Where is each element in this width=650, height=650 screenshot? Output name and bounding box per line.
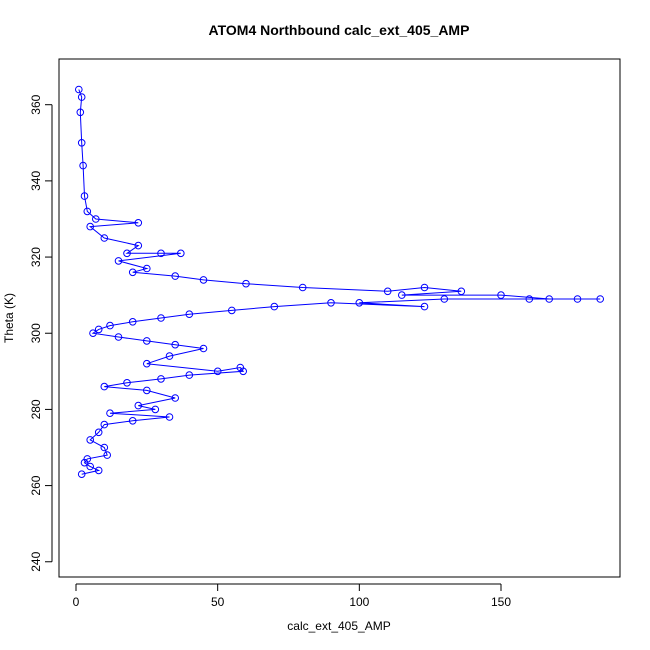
data-point xyxy=(420,302,429,311)
data-point xyxy=(185,310,194,319)
data-point xyxy=(86,222,94,231)
data-point xyxy=(143,359,151,368)
data-point xyxy=(199,276,208,284)
x-tick-label: 0 xyxy=(73,595,80,609)
data-point xyxy=(100,420,109,429)
data-point xyxy=(114,257,123,265)
data-point xyxy=(165,413,174,421)
data-point xyxy=(134,241,143,250)
data-point xyxy=(100,443,109,452)
data-point xyxy=(596,295,605,303)
data-point xyxy=(100,234,109,242)
data-point xyxy=(143,264,151,273)
data-point xyxy=(573,295,582,303)
data-point xyxy=(86,462,94,471)
data-point xyxy=(123,379,131,387)
data-point xyxy=(80,192,89,200)
data-point xyxy=(525,295,534,303)
data-point xyxy=(134,219,143,227)
data-point xyxy=(165,352,174,360)
data-point xyxy=(242,279,250,288)
data-point xyxy=(171,394,179,402)
data-point xyxy=(123,249,131,258)
data-point xyxy=(157,314,165,322)
data-point xyxy=(77,470,86,479)
data-point xyxy=(128,417,137,425)
y-axis: 240 260 280 300 320 340 360 xyxy=(29,94,53,572)
data-point xyxy=(83,207,92,216)
x-tick-label: 100 xyxy=(349,595,369,609)
data-point xyxy=(545,295,554,303)
y-tick-label: 280 xyxy=(29,399,43,419)
data-point xyxy=(77,139,86,147)
data-point xyxy=(128,268,137,277)
data-point xyxy=(77,93,86,101)
plot-frame xyxy=(58,58,621,578)
data-point xyxy=(94,466,103,475)
data-point xyxy=(128,318,137,326)
data-point xyxy=(457,287,466,296)
data-point xyxy=(213,367,222,376)
data-point xyxy=(228,306,236,315)
data-point xyxy=(106,409,114,418)
data-point xyxy=(171,340,179,349)
data-point xyxy=(106,321,114,330)
data-point xyxy=(298,283,307,292)
data-point xyxy=(151,405,160,414)
data-point xyxy=(89,329,97,338)
data-point xyxy=(143,337,151,345)
y-tick-label: 240 xyxy=(29,551,43,571)
y-axis-label: Theta (K) xyxy=(2,293,16,343)
data-point xyxy=(440,295,449,303)
data-point xyxy=(185,371,194,379)
data-point xyxy=(497,291,505,299)
x-axis-label: calc_ext_405_AMP xyxy=(287,619,390,633)
series-line xyxy=(78,89,601,475)
data-point xyxy=(171,272,179,280)
data-point xyxy=(143,386,151,395)
x-tick-label: 50 xyxy=(211,595,225,609)
data-point xyxy=(79,161,87,170)
data-point xyxy=(383,287,392,296)
data-point xyxy=(134,401,143,410)
chart-title: ATOM4 Northbound calc_ext_405_AMP xyxy=(209,22,470,38)
data-point xyxy=(92,215,100,223)
x-axis: 0 50 100 150 xyxy=(73,583,511,609)
x-tick-label: 150 xyxy=(491,595,511,609)
data-point xyxy=(103,451,111,459)
data-point xyxy=(94,428,103,437)
data-point xyxy=(327,299,335,307)
data-point xyxy=(76,108,85,117)
data-point xyxy=(420,283,429,292)
y-tick-label: 320 xyxy=(29,247,43,267)
y-tick-label: 300 xyxy=(29,323,43,343)
y-tick-label: 260 xyxy=(29,475,43,495)
data-point xyxy=(270,302,279,311)
data-point xyxy=(157,375,165,383)
data-point xyxy=(177,249,185,258)
series-layer xyxy=(75,85,605,479)
data-point xyxy=(157,249,165,258)
data-point xyxy=(355,299,364,307)
data-point xyxy=(239,367,247,376)
y-tick-label: 360 xyxy=(29,94,43,114)
y-tick-label: 340 xyxy=(29,171,43,191)
data-point xyxy=(114,333,123,341)
data-point xyxy=(199,344,208,353)
data-point xyxy=(398,291,406,299)
data-point xyxy=(75,85,83,94)
data-point xyxy=(100,382,109,391)
data-point xyxy=(80,458,89,467)
data-point xyxy=(86,436,94,444)
data-point xyxy=(94,325,103,334)
